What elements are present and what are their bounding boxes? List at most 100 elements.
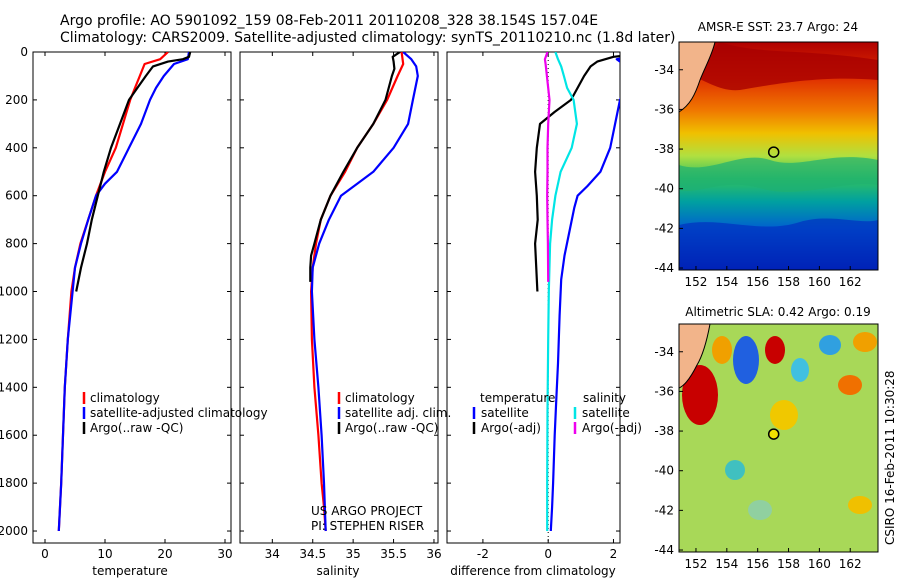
temperature-axes-box: [32, 51, 232, 544]
sla-positive-eddy: [682, 365, 718, 425]
lon-tick-label: 160: [808, 275, 831, 289]
lat-tick-label: -36: [654, 384, 674, 398]
sla-map-title: Altimetric SLA: 0.42 Argo: 0.19: [685, 305, 870, 319]
sst-map-frame: [678, 41, 879, 271]
depth-tick-label: 1600: [0, 428, 28, 442]
salinity-panel: 34 34.5 35 35.5 36 salinity climatology sate…: [239, 51, 451, 578]
sla-feature: [853, 332, 877, 352]
x-tick-label: 2: [610, 547, 618, 561]
lon-tick-label: 158: [777, 557, 800, 571]
lon-tick-label: 154: [715, 557, 738, 571]
depth-tick-label: 0: [20, 45, 28, 59]
lat-tick-label: -42: [654, 503, 674, 517]
legend-label-argo: Argo(..raw -QC): [90, 421, 183, 435]
coastline: [679, 42, 716, 113]
x-tick-label: 0: [544, 547, 552, 561]
x-tick-label: 10: [97, 547, 112, 561]
series-line-temperature-argo-adj: [533, 55, 620, 292]
legend-group-temperature: temperature: [480, 391, 555, 405]
lat-tick-label: -34: [654, 63, 674, 77]
sla-feature: [748, 500, 772, 520]
figure-title-line-1: Argo profile: AO 5901092_159 08-Feb-2011…: [60, 13, 598, 29]
lat-tick-label: -38: [654, 142, 674, 156]
x-tick-label: -2: [477, 547, 489, 561]
lat-tick-label: -44: [654, 261, 674, 275]
sla-map-tick-labels: 152 154 156 158 160 162 -34 -36 -38 -40 -42 -44: [654, 345, 861, 571]
legend-label-argo: Argo(..raw -QC): [345, 421, 438, 435]
legend-label-temp-satellite: satellite: [481, 406, 529, 420]
series-line-salinity-argo-adj: [543, 52, 551, 282]
figure-title-line-2: Climatology: CARS2009. Satellite-adjuste…: [60, 30, 675, 46]
lat-tick-label: -34: [654, 345, 674, 359]
temperature-legend: climatology satellite-adjusted climatolo…: [82, 391, 268, 435]
sla-negative-eddy: [733, 336, 759, 384]
pi-note: PI: STEPHEN RISER: [311, 519, 424, 533]
x-tick-label: 34: [265, 547, 280, 561]
series-line-salinity-satellite: [546, 52, 579, 531]
sst-cold-band: [679, 218, 878, 270]
sla-map-frame: [678, 323, 879, 553]
sla-feature: [819, 335, 841, 355]
x-tick-label: 35: [346, 547, 361, 561]
difference-series-lines: [533, 52, 620, 532]
lat-tick-label: -44: [654, 543, 674, 557]
lat-tick-label: -40: [654, 464, 674, 478]
legend-label-satellite: satellite-adjusted climatology: [90, 406, 268, 420]
sla-feature: [848, 496, 872, 514]
legend-label-satellite: satellite adj. clim.: [345, 406, 451, 420]
float-position-marker: [767, 428, 780, 440]
salinity-axis-label: salinity: [316, 564, 359, 578]
salinity-legend: climatology satellite adj. clim. Argo(..…: [337, 391, 451, 435]
legend-label-sal-satellite: satellite: [582, 406, 630, 420]
salinity-series-lines: [309, 52, 419, 532]
legend-group-salinity: salinity: [583, 391, 626, 405]
depth-tick-label: 1800: [0, 476, 28, 490]
difference-legend: temperature salinity satellite Argo(-adj…: [472, 391, 642, 435]
series-line-satellite-adjusted-climatology: [57, 52, 191, 532]
sla-feature: [725, 460, 745, 480]
sla-feature: [770, 400, 798, 430]
depth-tick-label: 1400: [0, 380, 28, 394]
x-tick-label: 35.5: [380, 547, 407, 561]
lon-tick-label: 162: [839, 275, 862, 289]
series-line-climatology: [310, 52, 405, 532]
series-line-argo-raw-qc: [75, 52, 192, 292]
lat-tick-label: -42: [654, 221, 674, 235]
project-note: US ARGO PROJECT: [311, 504, 423, 518]
legend-label-temp-argo: Argo(-adj): [481, 421, 541, 435]
depth-tick-label: 1200: [0, 332, 28, 346]
lat-tick-label: -36: [654, 102, 674, 116]
timestamp-stamp: CSIRO 16-Feb-2011 10:30:28: [883, 370, 897, 545]
sla-map: Altimetric SLA: 0.42 Argo: 0.19 152 154 15…: [654, 305, 879, 571]
difference-axes-box: [446, 51, 621, 544]
sla-feature: [838, 375, 862, 395]
x-tick-label: 30: [217, 547, 232, 561]
sst-map-title: AMSR-E SST: 23.7 Argo: 24: [698, 20, 858, 34]
series-line-satellite-adj-clim: [310, 52, 419, 532]
x-tick-label: 34.5: [299, 547, 326, 561]
sla-positive-eddy: [765, 336, 785, 364]
legend-label-sal-argo: Argo(-adj): [582, 421, 642, 435]
legend-label-climatology: climatology: [90, 391, 160, 405]
lon-tick-label: 162: [839, 557, 862, 571]
lat-tick-label: -40: [654, 182, 674, 196]
difference-panel: -2 0 2 difference from climatology tempera…: [446, 51, 642, 578]
x-tick-label: 36: [426, 547, 441, 561]
lon-tick-label: 152: [685, 557, 708, 571]
temperature-axis-label: temperature: [92, 564, 167, 578]
salinity-axes-box: [239, 51, 439, 544]
temperature-tick-labels: 0 10 20 30: [41, 52, 233, 561]
float-position-marker: [767, 146, 780, 158]
depth-tick-label: 200: [5, 93, 28, 107]
depth-tick-label: 400: [5, 141, 28, 155]
lon-tick-label: 160: [808, 557, 831, 571]
lon-tick-label: 152: [685, 275, 708, 289]
depth-tick-label: 1000: [0, 285, 28, 299]
depth-tick-label: 600: [5, 189, 28, 203]
series-line-temperature-satellite: [549, 57, 620, 532]
x-tick-label: 20: [157, 547, 172, 561]
sla-feature: [791, 358, 809, 382]
coastline-land: [679, 324, 710, 388]
difference-axis-label: difference from climatology: [450, 564, 616, 578]
